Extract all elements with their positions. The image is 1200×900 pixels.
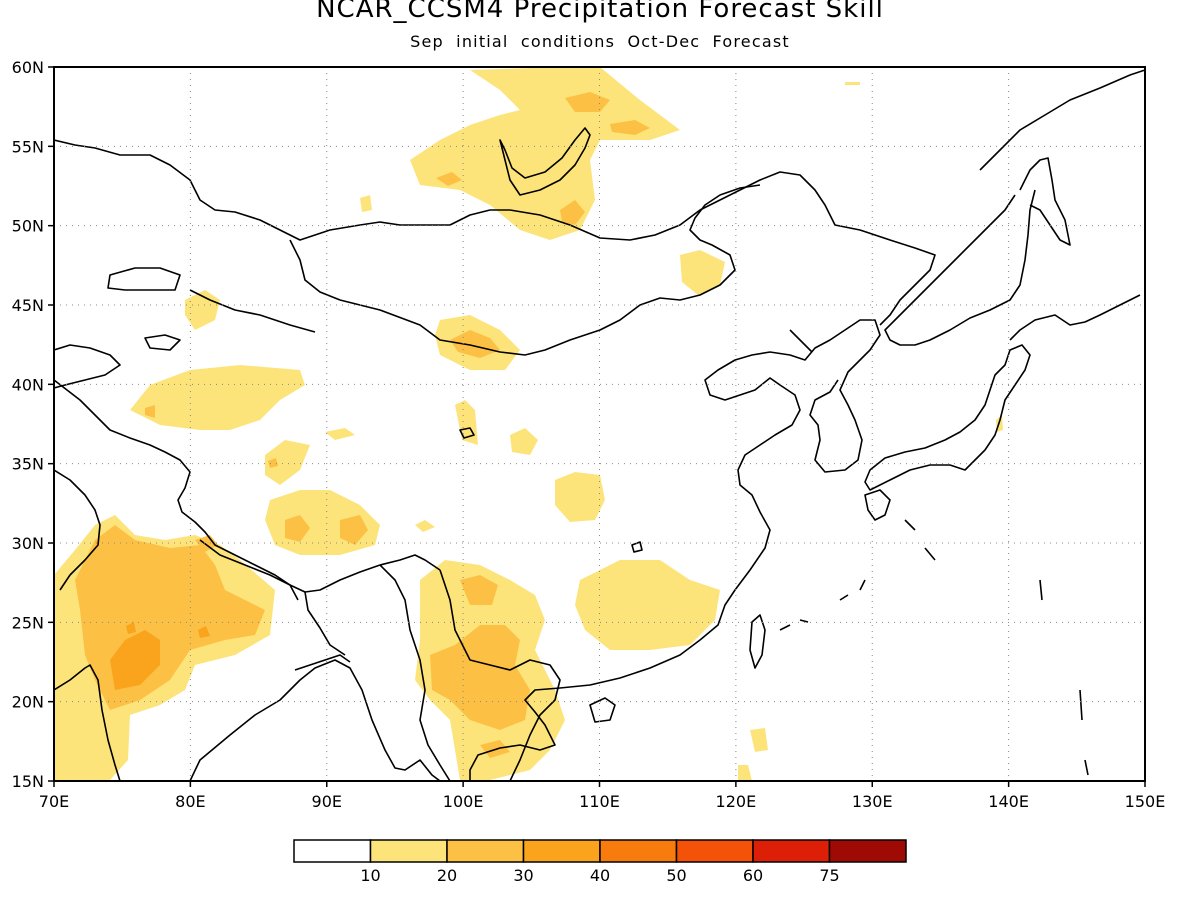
border-bangladesh xyxy=(304,591,346,656)
figure-title: NCAR_CCSM4 Precipitation Forecast Skill xyxy=(316,0,884,24)
shade-north-china-light xyxy=(555,472,605,522)
shade-baikal-mid-3 xyxy=(560,200,585,225)
y-axis: 15N 20N 25N 30N 35N 40N 45N 50N 55N 60N xyxy=(12,58,54,791)
shade-tibet-mid-2 xyxy=(340,515,368,545)
shade-baikal-light xyxy=(410,67,680,240)
coast-far-east xyxy=(884,69,1145,346)
y-tick-label: 35N xyxy=(12,455,44,474)
colorbar-swatch xyxy=(828,839,907,863)
coast-kyushu xyxy=(864,489,891,521)
shade-nepal-mid xyxy=(195,535,218,552)
shade-india-high-2 xyxy=(198,626,210,638)
y-tick-label: 45N xyxy=(12,296,44,315)
y-tick-label: 30N xyxy=(12,534,44,553)
shade-mongolia-mid xyxy=(450,330,500,358)
shade-xinjiang-light xyxy=(130,365,305,430)
x-tick-label: 100E xyxy=(443,792,484,811)
y-tick-label: 25N xyxy=(12,613,44,632)
coast-japan-north xyxy=(1009,294,1141,341)
islands-ryukyu xyxy=(904,519,936,561)
shade-small-9 xyxy=(845,82,860,85)
shade-india-high xyxy=(110,630,160,690)
x-tick-label: 90E xyxy=(312,792,342,811)
shade-india-high-3 xyxy=(126,622,136,634)
shade-small-5 xyxy=(415,520,435,532)
x-tick-label: 120E xyxy=(716,792,757,811)
coast-caspian xyxy=(54,344,121,389)
y-tick-label: 20N xyxy=(12,693,44,712)
colorbar-swatch xyxy=(675,839,754,863)
y-tick-label: 40N xyxy=(12,375,44,394)
shade-small-7 xyxy=(738,765,752,781)
colorbar-swatch xyxy=(446,839,525,863)
shade-amur-light xyxy=(680,250,725,295)
x-tick-label: 140E xyxy=(988,792,1029,811)
coast-japan xyxy=(864,344,1031,491)
colorbar-label: 50 xyxy=(666,866,686,885)
border-china-korea xyxy=(789,329,813,353)
shade-indochina-mid xyxy=(430,625,530,730)
skill-shading xyxy=(54,67,1003,781)
border-indochina xyxy=(439,569,561,781)
border-mongolia-china xyxy=(339,184,761,356)
coastlines xyxy=(54,69,1145,781)
lake-dongting xyxy=(631,541,643,553)
shade-small-2 xyxy=(510,428,538,455)
x-tick-label: 110E xyxy=(579,792,620,811)
x-tick-label: 70E xyxy=(39,792,69,811)
colorbar-label: 75 xyxy=(819,866,839,885)
shade-southeast-china-light xyxy=(575,560,720,650)
colorbar-label: 40 xyxy=(590,866,610,885)
shade-small-8 xyxy=(360,195,372,212)
shade-small-6 xyxy=(750,728,768,752)
coast-baikal xyxy=(499,127,591,196)
shade-small-3 xyxy=(455,400,478,445)
colorbar-swatch xyxy=(522,839,601,863)
shade-tibet-mid-3 xyxy=(268,458,278,468)
shade-small-4 xyxy=(265,440,310,485)
islands-philippines xyxy=(779,579,1089,776)
border-nepal xyxy=(199,539,299,601)
x-axis: 70E 80E 90E 100E 110E 120E 130E 140E 150E xyxy=(39,781,1166,811)
coast-aral xyxy=(107,267,181,291)
colorbar: 10 20 30 40 50 60 75 xyxy=(293,839,907,885)
shade-tibet-mid-1 xyxy=(285,515,310,542)
lake-qinghai xyxy=(459,427,475,439)
border-china-west xyxy=(189,239,341,333)
colorbar-swatch xyxy=(369,839,448,863)
figure-subtitle: Sep initial conditions Oct-Dec Forecast xyxy=(410,32,790,51)
coast-balkhash xyxy=(144,334,181,351)
shade-baikal-mid-1 xyxy=(565,92,610,112)
coast-taiwan xyxy=(749,614,766,669)
colorbar-swatch xyxy=(599,839,678,863)
y-tick-label: 55N xyxy=(12,137,44,156)
gridlines xyxy=(54,67,1145,781)
y-tick-label: 15N xyxy=(12,772,44,791)
border-himalaya xyxy=(54,379,441,593)
coast-central-asia xyxy=(54,139,936,326)
coast-bay-bengal-delta xyxy=(294,654,351,671)
colorbar-label: 60 xyxy=(743,866,763,885)
colorbar-label: 10 xyxy=(360,866,380,885)
border-myanmar xyxy=(379,564,451,781)
y-tick-label: 50N xyxy=(12,217,44,236)
colorbar-swatch xyxy=(752,839,831,863)
border-india-pakistan xyxy=(54,469,101,591)
x-tick-label: 130E xyxy=(852,792,893,811)
shade-xinjiang-mid xyxy=(145,405,155,418)
coast-hainan xyxy=(589,697,616,723)
x-tick-label: 150E xyxy=(1125,792,1166,811)
shade-small-1 xyxy=(325,428,355,440)
coast-south-asia xyxy=(54,319,881,781)
colorbar-label: 20 xyxy=(437,866,457,885)
shade-baikal-mid-2 xyxy=(610,120,650,135)
shade-indochina-mid-2 xyxy=(460,575,498,605)
colorbar-swatch xyxy=(293,839,372,863)
colorbar-label: 30 xyxy=(513,866,533,885)
x-tick-label: 80E xyxy=(175,792,205,811)
y-tick-label: 60N xyxy=(12,58,44,77)
shade-baikal-mid-4 xyxy=(436,172,462,186)
